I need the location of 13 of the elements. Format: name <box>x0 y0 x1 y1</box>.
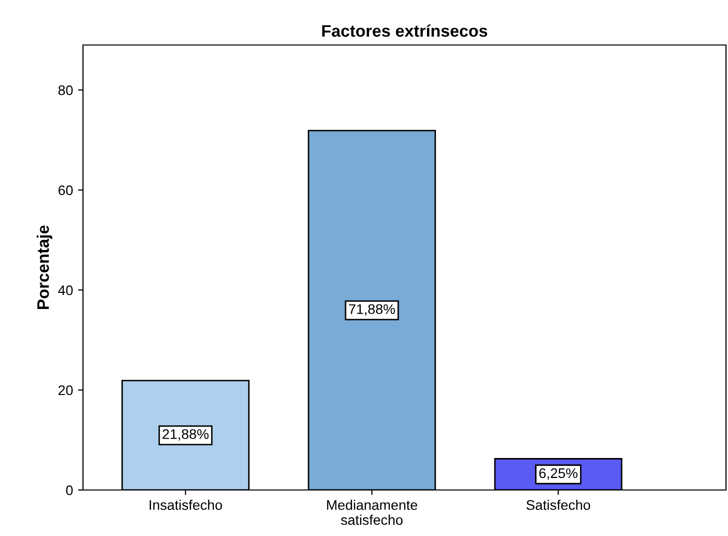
y-tick-label: 40 <box>58 285 73 296</box>
data-label: 6,25% <box>539 468 578 480</box>
data-label: 71,88% <box>349 304 395 316</box>
y-tick-label: 60 <box>58 185 73 196</box>
y-tick-label: 20 <box>58 385 73 396</box>
x-tick-label: Medianamente satisfecho <box>327 500 418 525</box>
chart-title: Factores extrínsecos <box>322 24 488 37</box>
x-tick-label: Insatisfecho <box>150 500 222 510</box>
y-tick-label: 80 <box>58 85 73 96</box>
x-tick-label: Satisfecho <box>526 500 590 510</box>
y-tick-label: 0 <box>66 485 73 496</box>
y-axis-title: Porcentaje <box>36 225 52 309</box>
data-label: 21,88% <box>162 429 209 441</box>
